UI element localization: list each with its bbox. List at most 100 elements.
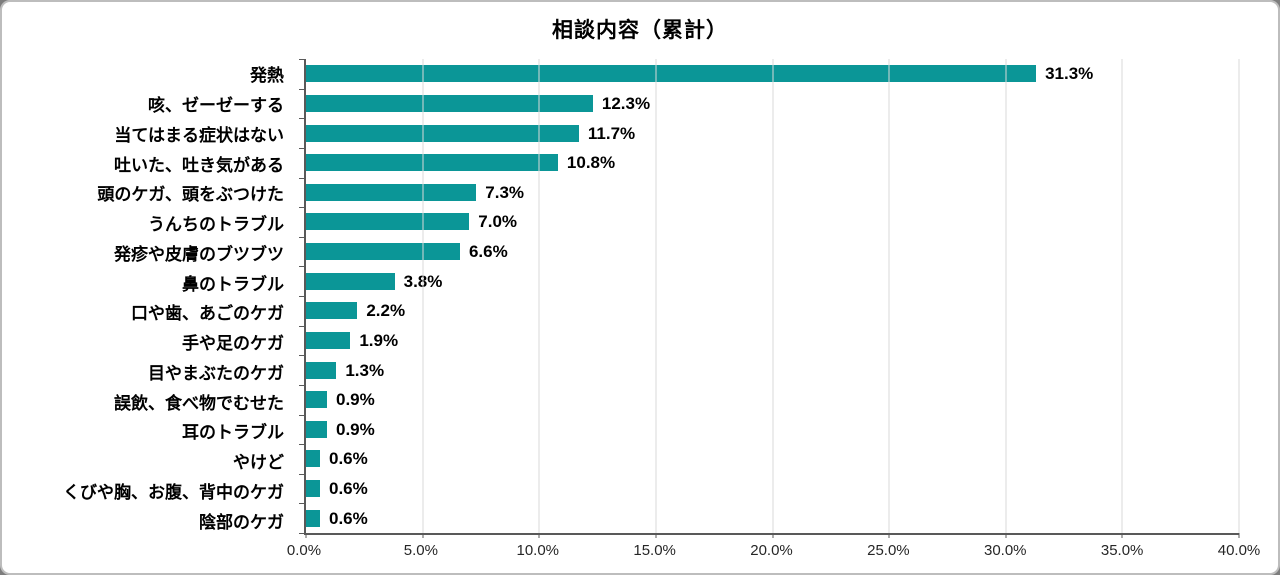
value-label: 0.6% [328,479,368,499]
gridline [1005,59,1007,533]
y-axis-tick [299,236,304,238]
bar [306,302,358,320]
bar [306,94,593,112]
bar-row: 0.6% [306,503,1239,533]
x-axis-tick-label: 5.0% [403,542,438,559]
y-axis-tick [299,444,304,446]
category-label: 当てはまる症状はない [114,125,284,145]
category-label: 誤飲、食べ物でむせた [114,393,284,413]
value-axis: 0.0% 5.0% 10.0% 15.0% 20.0% 25.0% 30.0% 35.0% 40… [287,542,1260,564]
x-axis-tick-label: 35.0% [1100,542,1144,559]
gridline [538,59,540,533]
gridline [655,59,657,533]
bar [306,480,320,498]
bar [306,391,327,409]
bar-row: 0.6% [306,474,1239,504]
x-axis-tick [772,533,773,538]
value-label: 31.3% [1045,64,1094,84]
x-axis-tick [305,533,307,538]
category-label: 陰部のケガ [199,512,284,532]
bar-row: 1.9% [306,326,1239,356]
x-axis-tick [538,533,540,538]
x-axis-tick-label: 30.0% [983,542,1027,559]
category-label: 鼻のトラブル [182,274,284,294]
bar [306,509,320,527]
y-axis-tick [299,118,304,120]
category-label: 咳、ゼーゼーする [148,96,284,116]
category-label: うんちのトラブル [148,215,284,235]
category-label: くびや胸、お腹、背中のケガ [63,482,284,502]
x-axis-tick-label: 0.0% [286,542,322,559]
bar [306,243,460,261]
bar-row: 2.2% [306,296,1239,326]
x-axis-tick-label: 10.0% [516,542,560,559]
value-label: 0.6% [328,508,368,528]
x-axis-tick [422,533,424,538]
category-label: 耳のトラブル [182,423,284,443]
category-label: 口や歯、あごのケガ [131,304,284,324]
y-axis-tick [299,147,304,149]
y-axis-tick [299,473,304,475]
category-label: 吐いた、吐き気がある [114,155,284,175]
bar-row: 1.3% [306,355,1239,385]
bar-row: 31.3% [306,59,1239,89]
bar-rows: 31.3%12.3%11.7%10.8%7.3%7.0%6.6%3.8%2.2%… [306,59,1239,533]
y-axis-tick [299,88,304,90]
value-label: 6.6% [468,242,508,262]
y-axis-tick [299,355,304,357]
x-axis-tick [888,533,890,538]
gridline [1238,59,1240,533]
x-axis-tick-label: 25.0% [867,542,910,559]
bar [306,124,579,142]
y-axis-tick [299,266,304,268]
bar-row: 7.3% [306,178,1239,208]
category-label: 目やまぶたのケガ [148,363,284,383]
bar-row: 12.3% [306,89,1239,119]
bar-row: 10.8% [306,148,1239,178]
bar [306,361,337,379]
x-axis-tick-label: 20.0% [750,542,793,559]
bar-row: 0.6% [306,444,1239,474]
x-axis-tick-label: 15.0% [633,542,676,559]
x-axis-tick [1121,533,1123,538]
value-label: 2.2% [366,301,406,321]
bar-row: 0.9% [306,415,1239,445]
category-label: 発熱 [250,66,284,86]
gridline [888,59,890,533]
value-label: 11.7% [587,123,636,143]
bar [306,65,1037,83]
value-label: 7.0% [478,212,518,232]
value-label: 0.9% [335,390,375,410]
category-label: 手や足のケガ [182,334,284,354]
y-axis-tick [299,503,304,505]
x-axis-tick [1005,533,1007,538]
y-axis-tick [299,177,304,179]
category-label: 頭のケガ、頭をぶつけた [97,185,284,205]
bar [306,450,320,468]
value-label: 1.9% [359,330,399,350]
y-axis-tick [299,533,304,534]
chart-title: 相談内容（累計） [552,19,728,42]
value-label: 12.3% [601,93,651,113]
bar-row: 0.9% [306,385,1239,415]
gridline [1121,59,1123,533]
bar [306,183,477,201]
value-label: 1.3% [345,360,385,380]
bar-row: 7.0% [306,207,1239,237]
value-label: 7.3% [485,182,525,202]
bar [306,213,470,231]
gridline [422,59,424,533]
value-label: 10.8% [566,153,616,173]
category-label: やけど [233,453,284,473]
bar [306,331,351,349]
x-axis-tick [1238,533,1240,538]
y-axis-tick [299,325,304,327]
value-label: 0.6% [328,449,368,469]
category-axis: 発熱咳、ゼーゼーする当てはまる症状はない 吐いた、吐き気がある頭のケガ、頭をぶつけ… [2,59,294,535]
y-axis-tick [299,414,304,416]
category-label: 発疹や皮膚のブツブツ [114,244,284,264]
plot-area: 31.3%12.3%11.7%10.8%7.3%7.0%6.6%3.8%2.2%… [299,59,1240,538]
bar-row: 11.7% [306,118,1239,148]
bar [306,272,395,290]
